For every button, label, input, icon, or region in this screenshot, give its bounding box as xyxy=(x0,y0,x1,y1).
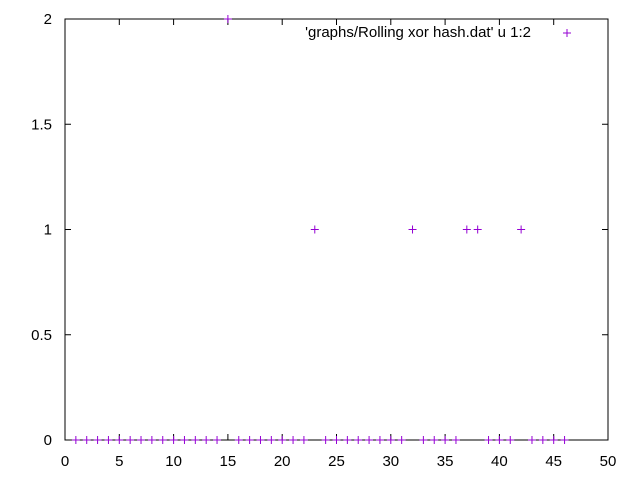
data-point xyxy=(343,436,352,444)
plot-border xyxy=(64,18,609,441)
x-tick-label: 0 xyxy=(61,453,69,470)
data-point xyxy=(506,436,515,444)
data-point xyxy=(267,436,276,444)
data-point xyxy=(375,436,384,444)
data-point xyxy=(365,436,374,444)
data-point xyxy=(549,436,558,444)
data-point xyxy=(419,436,428,444)
x-tick-label: 50 xyxy=(600,453,617,470)
data-point xyxy=(517,225,526,234)
data-point xyxy=(137,436,146,444)
data-point xyxy=(104,436,113,444)
data-point xyxy=(430,436,439,444)
legend-label: 'graphs/Rolling xor hash.dat' u 1:2 xyxy=(305,24,531,41)
data-point xyxy=(147,436,156,444)
data-point xyxy=(386,436,395,444)
data-point xyxy=(397,436,406,444)
data-point xyxy=(354,436,363,444)
x-tick-label: 20 xyxy=(274,453,291,470)
x-tick-label: 5 xyxy=(115,453,123,470)
legend-marker xyxy=(563,29,571,37)
data-point xyxy=(441,436,450,444)
data-point xyxy=(223,15,232,23)
x-tick-label: 10 xyxy=(165,453,182,470)
data-point xyxy=(527,436,536,444)
data-point xyxy=(169,436,178,444)
data-point xyxy=(310,225,319,234)
data-point xyxy=(278,436,287,444)
data-point xyxy=(191,436,200,444)
data-point xyxy=(299,436,308,444)
x-tick-label: 30 xyxy=(382,453,399,470)
data-point xyxy=(202,436,211,444)
y-tick-label: 2 xyxy=(44,11,52,28)
data-point xyxy=(408,225,417,234)
data-point xyxy=(289,436,298,444)
x-tick-label: 40 xyxy=(491,453,508,470)
data-point xyxy=(473,225,482,234)
data-point xyxy=(256,436,265,444)
data-point xyxy=(451,436,460,444)
data-point xyxy=(158,436,167,444)
x-tick-label: 45 xyxy=(545,453,562,470)
data-point xyxy=(115,436,124,444)
y-tick-label: 1.5 xyxy=(31,116,52,133)
data-point xyxy=(538,436,547,444)
y-tick-label: 0.5 xyxy=(31,327,52,344)
data-point xyxy=(332,436,341,444)
data-point xyxy=(321,436,330,444)
data-point xyxy=(560,436,569,444)
x-tick-label: 15 xyxy=(220,453,237,470)
data-point xyxy=(93,436,102,444)
data-point xyxy=(82,436,91,444)
data-point xyxy=(245,436,254,444)
data-point xyxy=(126,436,135,444)
data-point xyxy=(234,436,243,444)
data-point xyxy=(71,436,80,444)
data-point xyxy=(462,225,471,234)
y-tick-label: 0 xyxy=(44,432,52,449)
data-point xyxy=(495,436,504,444)
data-point xyxy=(484,436,493,444)
y-tick-label: 1 xyxy=(44,222,52,239)
data-point xyxy=(180,436,189,444)
x-tick-label: 35 xyxy=(437,453,454,470)
x-tick-label: 25 xyxy=(328,453,345,470)
data-point xyxy=(213,436,222,444)
